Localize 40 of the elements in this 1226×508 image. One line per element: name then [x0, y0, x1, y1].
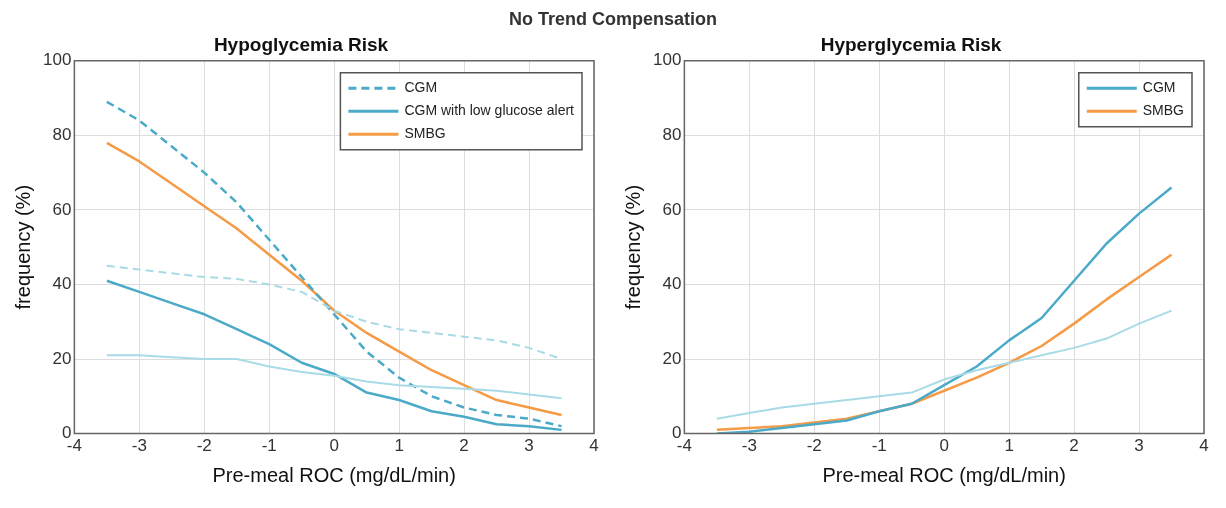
y-tick-label: 60	[52, 199, 72, 219]
x-tick-label: 4	[589, 436, 599, 456]
x-tick-label: 3	[524, 436, 534, 456]
x-tick-label: 1	[1004, 436, 1014, 456]
y-tick-label: 40	[52, 274, 72, 294]
x-tick-label: -3	[131, 436, 147, 456]
legend-label: CGM	[1142, 79, 1176, 96]
y-axis-title: frequency (%)	[621, 184, 644, 310]
x-tick-label: 4	[1199, 436, 1209, 456]
y-tick-label: 60	[662, 199, 682, 219]
x-tick-label: 2	[1069, 436, 1079, 456]
x-tick-label: -1	[871, 436, 887, 456]
chart-title: Hyperglycemia Risk	[820, 33, 1002, 55]
legend-label: SMBG	[404, 125, 446, 142]
x-tick-label: 2	[459, 436, 469, 456]
text: No Trend Compensation	[508, 8, 718, 30]
x-tick-label: -3	[741, 436, 757, 456]
legend-label: SMBG	[1142, 102, 1185, 119]
y-tick-label: 80	[662, 125, 682, 145]
x-tick-label: -1	[261, 436, 277, 456]
x-tick-label: 0	[329, 436, 339, 456]
y-tick-label: 0	[61, 423, 72, 443]
chart-title: Hypoglycemia Risk	[213, 33, 389, 55]
x-axis-title: Pre-meal ROC (mg/dL/min)	[212, 463, 456, 486]
x-tick-label: -2	[196, 436, 212, 456]
y-tick-label: 20	[662, 348, 682, 368]
y-tick-label: 100	[42, 50, 72, 70]
y-tick-label: 100	[652, 50, 682, 70]
y-axis-title: frequency (%)	[11, 184, 34, 310]
y-tick-label: 80	[52, 125, 72, 145]
legend-label: CGM	[404, 79, 438, 96]
x-tick-label: 0	[939, 436, 949, 456]
y-tick-label: 0	[671, 423, 682, 443]
legend-label: CGM with low glucose alert	[404, 102, 575, 119]
y-tick-label: 20	[52, 348, 72, 368]
x-tick-label: 1	[394, 436, 404, 456]
x-tick-label: -2	[806, 436, 822, 456]
x-tick-label: 3	[1134, 436, 1144, 456]
x-axis-title: Pre-meal ROC (mg/dL/min)	[822, 463, 1066, 486]
y-tick-label: 40	[662, 274, 682, 294]
